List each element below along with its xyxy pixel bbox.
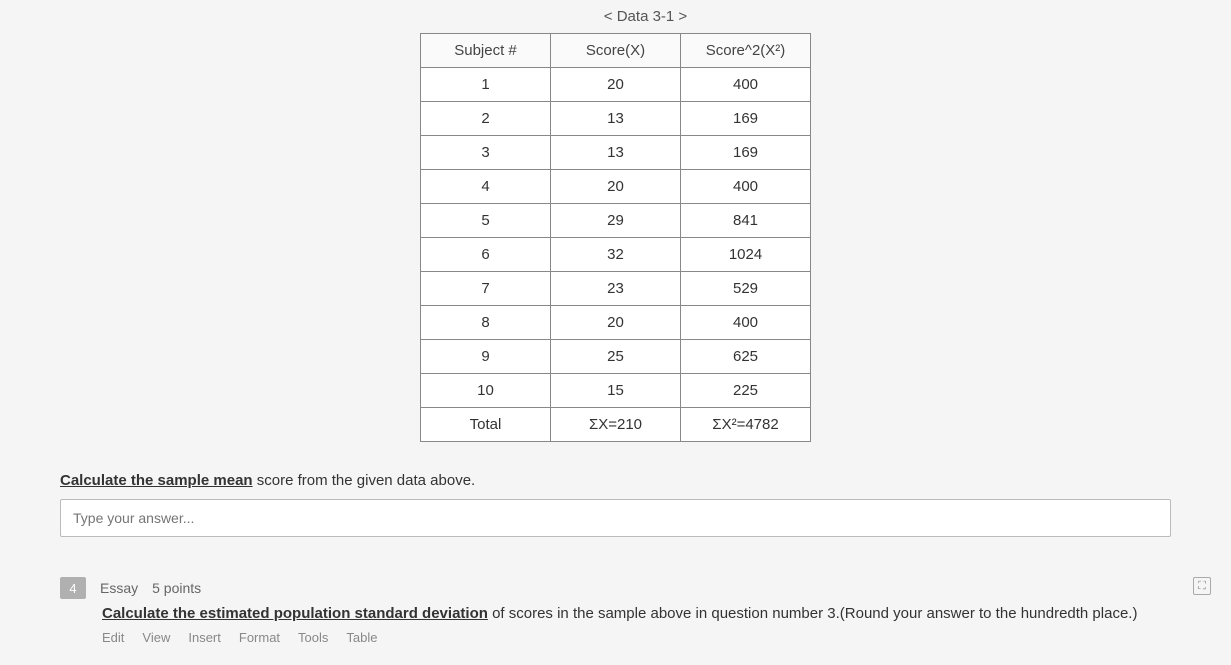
table-row: 723529 <box>421 272 811 306</box>
table-cell: 169 <box>681 102 811 136</box>
table-cell: 13 <box>551 136 681 170</box>
menu-edit[interactable]: Edit <box>102 630 124 645</box>
table-cell: 5 <box>421 204 551 238</box>
q4-prompt: Calculate the estimated population stand… <box>102 605 1171 622</box>
q3-prompt: Calculate the sample mean score from the… <box>60 472 1171 489</box>
table-row: 925625 <box>421 340 811 374</box>
table-cell: 29 <box>551 204 681 238</box>
answer-input[interactable] <box>60 499 1171 537</box>
table-cell: 15 <box>551 374 681 408</box>
table-cell: 225 <box>681 374 811 408</box>
table-cell: 20 <box>551 170 681 204</box>
table-row: 420400 <box>421 170 811 204</box>
table-cell: 625 <box>681 340 811 374</box>
table-caption: < Data 3-1 > <box>120 8 1171 25</box>
total-sum-x2: ΣX²=4782 <box>681 408 811 442</box>
table-cell: 32 <box>551 238 681 272</box>
table-cell: 13 <box>551 102 681 136</box>
table-cell: 3 <box>421 136 551 170</box>
data-table: Subject # Score(X) Score^2(X²) 120400213… <box>420 33 811 442</box>
editor-menu: Edit View Insert Format Tools Table <box>102 630 1171 645</box>
question-4: ⛶ 4 Essay 5 points Calculate the estimat… <box>60 577 1171 645</box>
table-cell: 10 <box>421 374 551 408</box>
table-cell: 2 <box>421 102 551 136</box>
table-cell: 6 <box>421 238 551 272</box>
q4-prompt-underlined: Calculate the estimated population stand… <box>102 605 488 622</box>
table-cell: 529 <box>681 272 811 306</box>
table-cell: 8 <box>421 306 551 340</box>
q3-prompt-rest: score from the given data above. <box>253 472 476 489</box>
table-row: 1015225 <box>421 374 811 408</box>
table-cell: 20 <box>551 68 681 102</box>
menu-insert[interactable]: Insert <box>188 630 221 645</box>
table-row: 820400 <box>421 306 811 340</box>
total-sum-x: ΣX=210 <box>551 408 681 442</box>
table-cell: 23 <box>551 272 681 306</box>
table-header-row: Subject # Score(X) Score^2(X²) <box>421 34 811 68</box>
question-type: Essay <box>100 580 138 596</box>
q4-prompt-rest: of scores in the sample above in questio… <box>488 605 1138 622</box>
col-score-sq: Score^2(X²) <box>681 34 811 68</box>
table-cell: 4 <box>421 170 551 204</box>
table-row: 120400 <box>421 68 811 102</box>
table-cell: 20 <box>551 306 681 340</box>
table-cell: 1 <box>421 68 551 102</box>
table-cell: 169 <box>681 136 811 170</box>
table-row: 6321024 <box>421 238 811 272</box>
col-score: Score(X) <box>551 34 681 68</box>
table-cell: 400 <box>681 68 811 102</box>
table-cell: 400 <box>681 170 811 204</box>
menu-format[interactable]: Format <box>239 630 280 645</box>
table-row: 313169 <box>421 136 811 170</box>
table-cell: 9 <box>421 340 551 374</box>
table-cell: 1024 <box>681 238 811 272</box>
table-cell: 7 <box>421 272 551 306</box>
col-subject: Subject # <box>421 34 551 68</box>
question-3: Calculate the sample mean score from the… <box>60 472 1171 537</box>
question-points: 5 points <box>152 580 201 596</box>
table-row: 213169 <box>421 102 811 136</box>
question-number-badge: 4 <box>60 577 86 599</box>
menu-tools[interactable]: Tools <box>298 630 328 645</box>
menu-table[interactable]: Table <box>346 630 377 645</box>
fullscreen-icon[interactable]: ⛶ <box>1193 577 1211 595</box>
table-row: 529841 <box>421 204 811 238</box>
table-cell: 400 <box>681 306 811 340</box>
menu-view[interactable]: View <box>142 630 170 645</box>
table-total-row: Total ΣX=210 ΣX²=4782 <box>421 408 811 442</box>
table-cell: 841 <box>681 204 811 238</box>
q3-prompt-underlined: Calculate the sample mean <box>60 472 253 489</box>
total-label: Total <box>421 408 551 442</box>
table-cell: 25 <box>551 340 681 374</box>
